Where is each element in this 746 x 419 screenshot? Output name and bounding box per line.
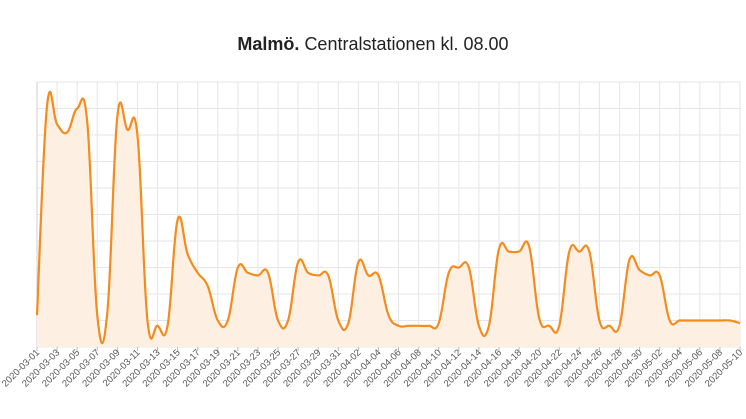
chart-title-rest: Centralstationen kl. 08.00 xyxy=(304,34,509,54)
chart-title: Malmö. Centralstationen kl. 08.00 xyxy=(0,34,746,55)
series-line xyxy=(35,90,741,344)
chart-title-bold: Malmö. xyxy=(237,34,300,54)
